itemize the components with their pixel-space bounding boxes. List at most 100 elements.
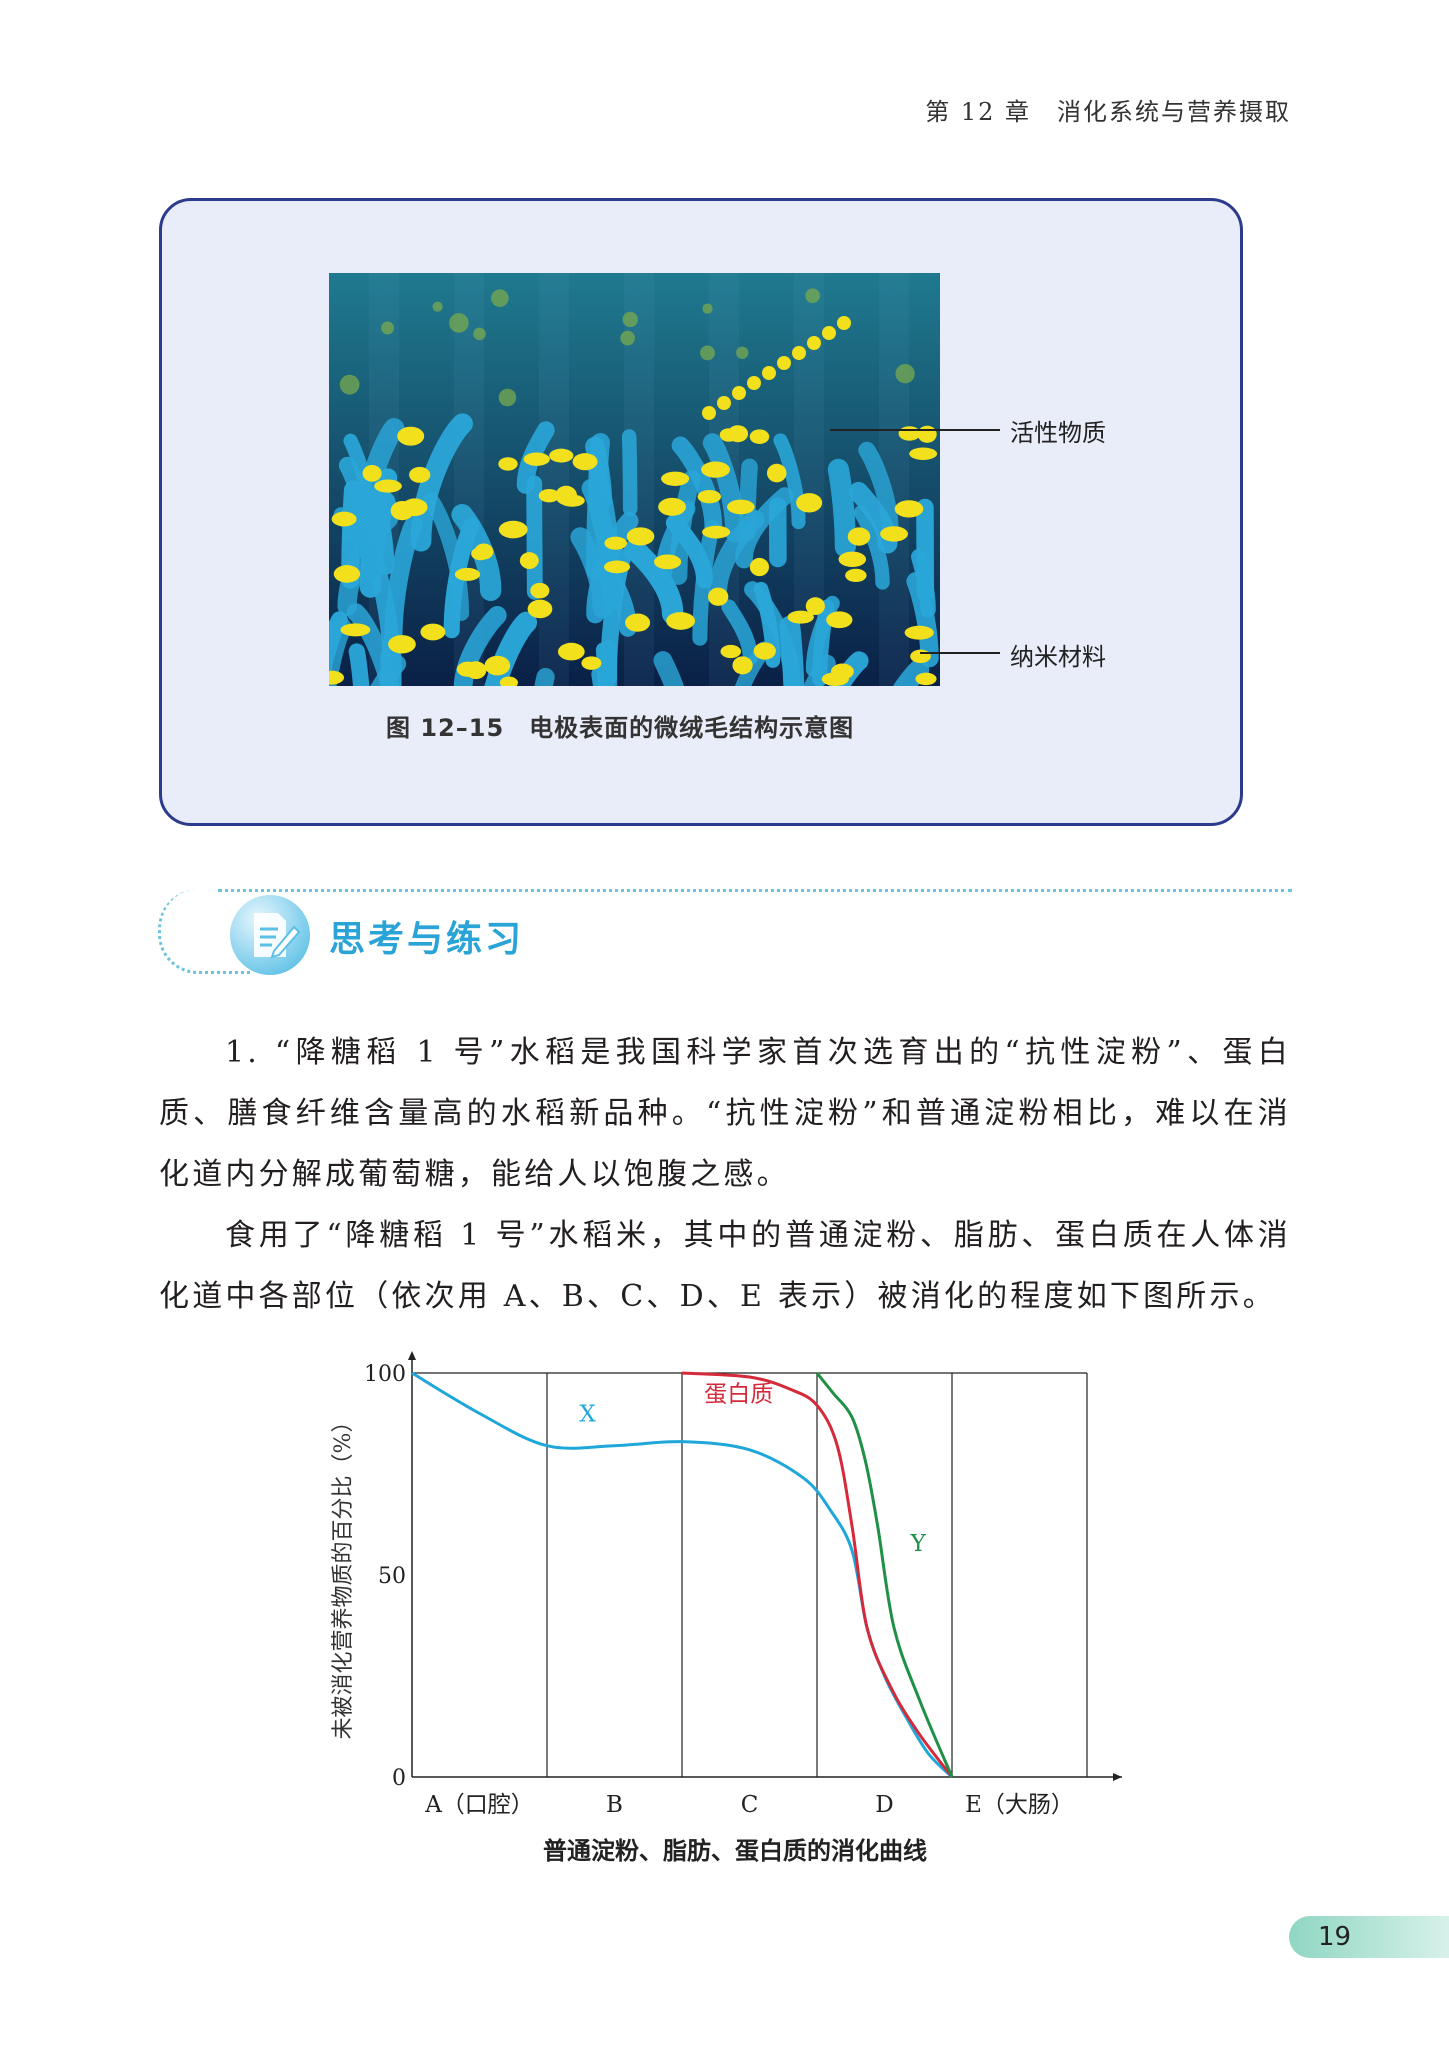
active-particle [401, 498, 428, 517]
active-particle [530, 582, 550, 599]
active-particle [762, 366, 776, 380]
floating-particle [449, 313, 469, 333]
active-particle [559, 494, 585, 507]
x-category-label: C [741, 1792, 759, 1818]
active-particle [362, 465, 382, 482]
x-axis-arrow [1113, 1773, 1122, 1781]
microvilli-illustration [329, 273, 940, 686]
active-particle [847, 527, 871, 546]
active-particle [388, 635, 416, 654]
active-particle [749, 557, 770, 577]
label-leader-line [830, 429, 1000, 431]
floating-particle [736, 346, 749, 359]
active-particle [340, 623, 371, 637]
active-particle [331, 511, 357, 527]
digestion-curve-chart: 0 50 100 A（口腔） B C D E（大肠） X 蛋白质 Y 未被消化营养物质的百分比（%）… [331, 1351, 1122, 1865]
exercise-paragraph: 食用了“降糖稻 1 号”水稻米，其中的普通淀粉、脂肪、蛋白质在人体消化道中各部位… [159, 1218, 1291, 1314]
running-header: 第 12 章 消化系统与营养摄取 [925, 98, 1291, 126]
floating-particle [622, 311, 638, 328]
nanotube [534, 667, 555, 686]
active-particle [697, 489, 721, 504]
floating-particle [620, 330, 635, 346]
floating-particle [498, 388, 517, 407]
y-axis-arrow [408, 1351, 416, 1360]
active-particle [454, 567, 481, 581]
nanotube [721, 599, 758, 666]
nanotube [708, 509, 765, 603]
nanotube [906, 572, 939, 668]
x-category-label: E（大肠） [965, 1792, 1074, 1818]
active-particle [557, 642, 585, 661]
section-title: 思考与练习 [329, 919, 525, 960]
floating-particle [432, 301, 443, 312]
nanotube [526, 475, 543, 600]
active-particle [826, 611, 853, 629]
active-particle [498, 520, 528, 539]
x-category-label: B [606, 1792, 623, 1818]
nanotube [453, 605, 507, 686]
floating-particle [895, 364, 915, 384]
active-particle [604, 536, 627, 550]
nanotube [621, 429, 638, 517]
active-particle [654, 554, 682, 570]
active-particle [807, 336, 821, 350]
nanotube [803, 654, 836, 686]
page-number: 19 [1318, 1922, 1352, 1952]
active-particle [666, 612, 696, 630]
notepad-pencil-icon [230, 895, 310, 975]
active-particle [727, 425, 749, 443]
nanotube [779, 615, 805, 686]
floating-particle [702, 303, 713, 314]
chart-title: 普通淀粉、脂肪、蛋白质的消化曲线 [543, 1837, 927, 1865]
active-particle [777, 356, 791, 370]
label-leader-line [920, 652, 1000, 654]
floating-particle [473, 327, 486, 341]
active-particle [581, 656, 602, 670]
active-particle [747, 376, 761, 390]
nanotube [827, 458, 856, 558]
label-nanomaterial: 纳米材料 [1010, 643, 1106, 671]
active-particle [766, 463, 787, 483]
active-particle [880, 526, 908, 542]
active-particle [538, 488, 560, 503]
series-line-1 [681, 1371, 954, 1778]
active-particle [374, 479, 402, 493]
active-particle [701, 461, 730, 478]
active-particle [838, 551, 867, 567]
section-divider-arc [158, 889, 251, 974]
active-particle [333, 565, 361, 583]
nanotube [892, 659, 930, 686]
active-particle [749, 429, 770, 444]
section-divider [218, 889, 1292, 892]
nanotube [346, 603, 400, 686]
active-particle [753, 642, 776, 660]
y-tick-label: 50 [378, 1564, 406, 1589]
active-particle [796, 493, 823, 513]
light-ray [539, 273, 569, 686]
active-particle [456, 661, 480, 677]
nanotube [370, 500, 395, 575]
nanotube [410, 413, 473, 552]
y-axis-label: 未被消化营养物质的百分比（%） [331, 1411, 356, 1740]
nanotube [581, 478, 621, 611]
active-particle [658, 497, 686, 516]
active-particle [727, 499, 755, 515]
active-particle [329, 670, 345, 685]
active-particle [661, 471, 690, 486]
nanotube [858, 441, 899, 542]
active-particle [471, 547, 490, 561]
active-particle [549, 448, 574, 463]
active-particle [625, 613, 651, 632]
active-particle [915, 672, 937, 686]
active-particle [805, 597, 825, 616]
active-particle [909, 447, 938, 461]
figure-caption: 图 12–15 电极表面的微绒毛结构示意图 [386, 714, 855, 742]
active-particle [499, 676, 518, 686]
active-particle [708, 587, 729, 606]
series-line-2 [815, 1372, 954, 1778]
active-particle [837, 316, 851, 330]
nanotube [828, 651, 869, 686]
series-label: Y [910, 1531, 927, 1557]
x-category-label: A（口腔） [424, 1792, 534, 1818]
active-particle [702, 525, 731, 539]
